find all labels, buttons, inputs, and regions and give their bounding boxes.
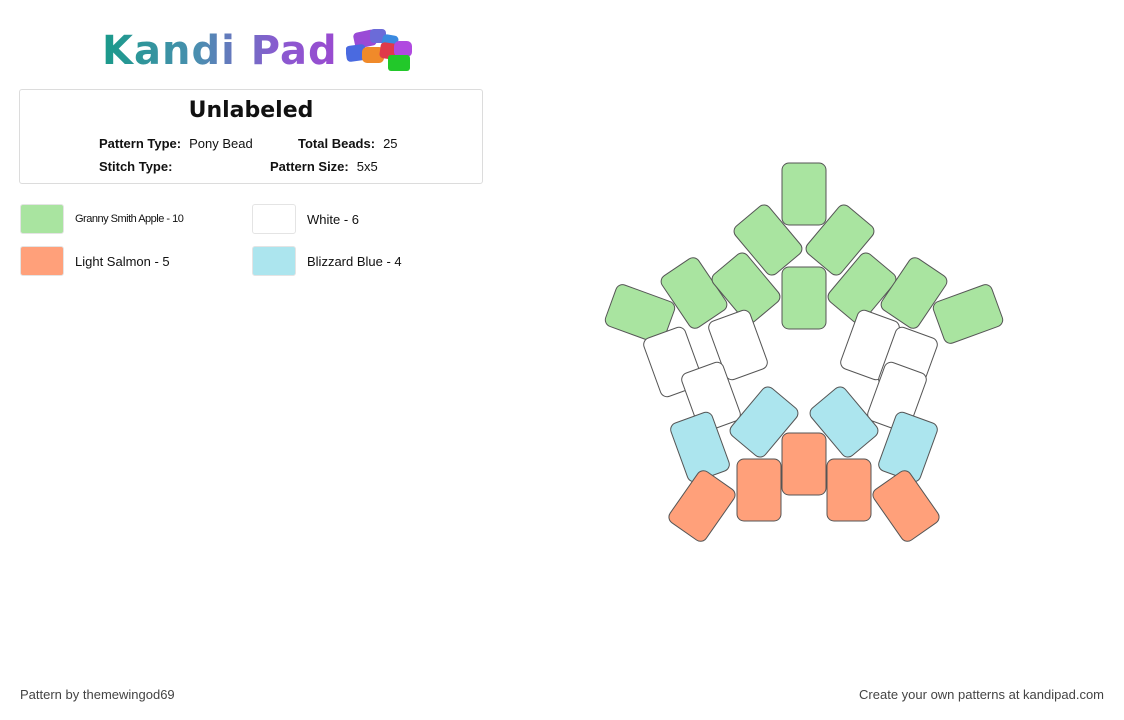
pattern-credit: Pattern by themewingod69 [20,687,175,702]
bead-blue [809,386,879,458]
legend-label: Light Salmon - 5 [75,253,170,269]
bead-salmon [736,458,782,522]
bead-salmon [826,458,872,522]
bead-salmon [668,470,736,542]
pattern-type: Pattern Type: Pony Bead [99,136,253,151]
legend-item-granny-smith-apple: Granny Smith Apple - 10 [20,203,184,235]
create-your-own-link[interactable]: Create your own patterns at kandipad.com [859,687,1104,702]
pattern-type-label: Pattern Type: [99,136,182,151]
pattern-size-value: 5x5 [356,159,378,174]
stitch-type-label: Stitch Type: [99,159,173,174]
bead-salmon [781,432,827,496]
bead-white [867,361,927,433]
bead-green [880,257,948,329]
bead-green [711,252,781,324]
pattern-size-label: Pattern Size: [270,159,349,174]
legend-item-white: White - 6 [252,203,359,235]
bead-pattern [604,162,1004,542]
bead-blue [729,386,799,458]
color-swatch [252,204,296,234]
color-swatch [252,246,296,276]
kandi-pad-logo[interactable]: Kandi Pad [102,26,422,76]
bead-green [805,204,875,276]
bead-green [827,252,897,324]
bead-green [781,162,827,226]
color-swatch [20,204,64,234]
total-beads-value: 25 [383,136,398,151]
pattern-type-value: Pony Bead [189,136,253,151]
logo-text: Kandi Pad [102,28,338,74]
color-swatch [20,246,64,276]
legend-label: Blizzard Blue - 4 [307,253,402,269]
bead-white [708,309,768,381]
bead-green [932,284,1004,344]
total-beads-label: Total Beads: [298,136,376,151]
total-beads: Total Beads: 25 [298,136,398,151]
stitch-type: Stitch Type: [99,159,180,174]
bead-white [681,361,741,433]
bead-salmon [872,470,940,542]
pattern-info-card: Unlabeled Pattern Type: Pony Bead Total B… [19,89,483,184]
bead-green [733,204,803,276]
pattern-title: Unlabeled [188,98,314,123]
bead-green [781,266,827,330]
legend-label: White - 6 [307,211,360,227]
bead-green [604,284,676,344]
legend-label: Granny Smith Apple - 10 [75,213,184,225]
beads-icon [345,29,412,71]
legend-item-blizzard-blue: Blizzard Blue - 4 [252,245,402,277]
pattern-size: Pattern Size: 5x5 [270,159,378,174]
legend-item-light-salmon: Light Salmon - 5 [20,245,170,277]
